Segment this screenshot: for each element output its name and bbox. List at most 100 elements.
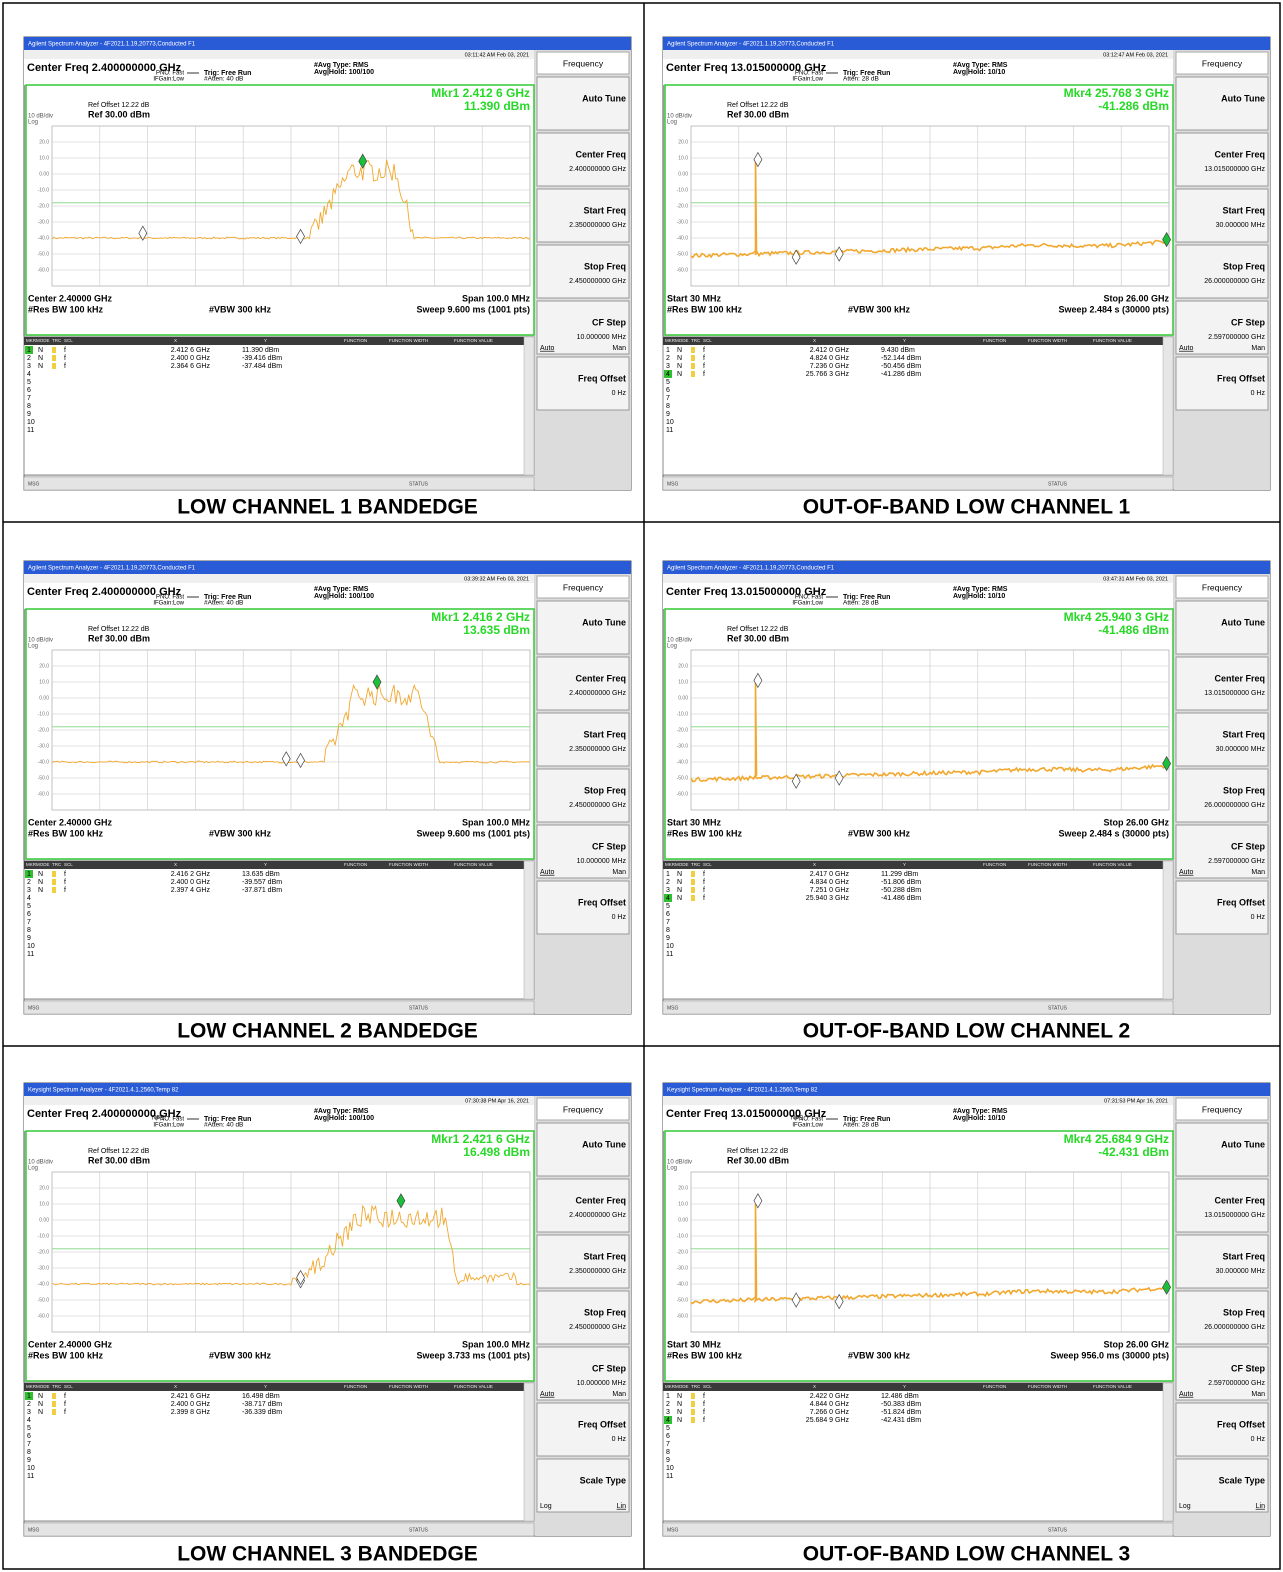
- softkey-value: 2.450000000 GHz: [569, 802, 626, 809]
- trace-indicator: [691, 871, 695, 877]
- row-number: 9: [666, 935, 670, 942]
- softkey: [536, 76, 630, 131]
- marker-diamond: [296, 752, 305, 769]
- menu-title: Frequency: [563, 582, 604, 592]
- softkey-label: Center Freq: [1214, 149, 1265, 159]
- scrollbar: [523, 1382, 535, 1522]
- analyzer-screen: Agilent Spectrum Analyzer - 4F2021.1.19,…: [662, 560, 1271, 1015]
- marker-x: 2.400 0 GHz: [171, 1401, 211, 1408]
- trig: Trig: Free Run: [204, 1116, 251, 1123]
- marker-table-header: [663, 1383, 1163, 1391]
- softkey-label: Center Freq: [1214, 673, 1265, 683]
- ref-level: Ref 30.00 dBm: [727, 109, 789, 119]
- softkey-value: 2.597000000 GHz: [1208, 858, 1265, 865]
- graticule-label: -40.0: [38, 759, 50, 765]
- softkey-option: Lin: [617, 1503, 626, 1510]
- ref-offset: Ref Offset 12.22 dB: [727, 626, 789, 633]
- marker-x: 2.399 8 GHz: [171, 1409, 211, 1416]
- row-number: 9: [666, 411, 670, 418]
- marker-x: 2.422 0 GHz: [810, 1393, 850, 1400]
- bottom-left: Start 30 MHz: [667, 293, 722, 303]
- header-area: [663, 1105, 1173, 1131]
- marker-level: -41.486 dBm: [1098, 623, 1169, 637]
- row-number: 11: [27, 427, 34, 434]
- log: Log: [28, 120, 38, 126]
- marker-diamond: [1162, 755, 1172, 772]
- softkey-option: Log: [1179, 1503, 1191, 1510]
- table-header-cell: FUNCTION VALUE: [1093, 862, 1132, 867]
- marker-freq: Mkr1 2.412 6 GHz: [431, 86, 530, 100]
- table-header-cell: SCL: [64, 1384, 73, 1389]
- table-header-cell: X: [813, 1384, 816, 1389]
- row-number: 7: [666, 395, 670, 402]
- table-header-cell: X: [813, 862, 816, 867]
- marker-x: 2.412 6 GHz: [171, 347, 211, 354]
- header-area: [663, 583, 1173, 609]
- softkey-label: Scale Type: [1219, 1475, 1265, 1485]
- atten: Atten: 28 dB: [843, 1122, 879, 1129]
- status-bar: [662, 1000, 1174, 1015]
- sweep: Sweep 956.0 ms (30000 pts): [1050, 1350, 1169, 1360]
- softkey: [1175, 824, 1269, 879]
- trace-indicator: [52, 1401, 56, 1407]
- softkey-value: 2.350000000 GHz: [569, 1268, 626, 1275]
- scale: 10 dB/div: [667, 1160, 692, 1166]
- softkey: [536, 300, 630, 355]
- analyzer-screen: Keysight Spectrum Analyzer - 4F2021.4.1.…: [23, 1082, 632, 1537]
- marker-x: 7.266 0 GHz: [810, 1409, 850, 1416]
- softkey-label: Center Freq: [575, 1195, 626, 1205]
- row-number: 4: [27, 371, 31, 378]
- softkey: [1175, 1458, 1269, 1513]
- msg: MSG: [667, 1527, 679, 1533]
- softkey-value: 2.597000000 GHz: [1208, 334, 1265, 341]
- ifgain: IFGain:Low: [153, 601, 184, 607]
- marker-number: 2: [27, 1401, 31, 1408]
- graticule-label: -50.0: [677, 775, 689, 781]
- graticule-label: 20.0: [39, 139, 49, 145]
- graticule-label: -20.0: [677, 727, 689, 733]
- table-header-cell: TRC: [691, 1384, 701, 1389]
- graticule-label: -20.0: [38, 203, 50, 209]
- status-bar: [662, 476, 1174, 491]
- status: STATUS: [409, 1005, 429, 1011]
- avg-type: #Avg Type: RMS: [314, 1108, 369, 1115]
- avg-type: #Avg Type: RMS: [953, 1108, 1008, 1115]
- softkey: [1175, 656, 1269, 711]
- status-bar: [23, 476, 535, 491]
- softkey-value: 2.400000000 GHz: [569, 1212, 626, 1219]
- avg-type: #Avg Type: RMS: [953, 62, 1008, 69]
- header-area: [663, 59, 1173, 85]
- marker-table-header: [24, 1383, 524, 1391]
- marker-mode: N: [677, 895, 682, 902]
- softkey: [1175, 1234, 1269, 1289]
- softkey-value: 13.015000000 GHz: [1204, 1212, 1265, 1219]
- caption: LOW CHANNEL 2 BANDEDGE: [177, 1020, 478, 1043]
- marker-scale: f: [64, 363, 66, 370]
- scale: 10 dB/div: [667, 638, 692, 644]
- graticule-label: -10.0: [677, 1233, 689, 1239]
- softkey-option: Man: [612, 869, 626, 876]
- row-number: 5: [666, 903, 670, 910]
- softkey-value: 10.000000 MHz: [577, 334, 627, 341]
- softkey: [536, 656, 630, 711]
- softkey-option: Auto: [540, 869, 555, 876]
- table-header-cell: MKR: [665, 862, 676, 867]
- table-header-cell: FUNCTION: [983, 862, 1006, 867]
- softkey: [536, 132, 630, 187]
- table-header-cell: MKR: [26, 338, 37, 343]
- status: STATUS: [409, 481, 429, 487]
- avg-hold: Avg|Hold: 10/10: [953, 1115, 1005, 1122]
- graticule-label: -50.0: [677, 251, 689, 257]
- marker-diamond: [753, 672, 763, 689]
- marker-y: -39.416 dBm: [242, 355, 282, 362]
- softkey-value: 10.000000 MHz: [577, 1380, 627, 1387]
- graticule-label: 10.0: [678, 679, 688, 685]
- timestamp: 07:30:38 PM Apr 16, 2021: [465, 1098, 529, 1104]
- trace-indicator: [52, 347, 56, 353]
- marker-number: 2: [666, 355, 670, 362]
- softkey-label: Auto Tune: [582, 1139, 626, 1149]
- trace-indicator: [691, 347, 695, 353]
- marker-scale: f: [703, 355, 705, 362]
- table-header-cell: TRC: [52, 1384, 62, 1389]
- menu-title: Frequency: [1202, 58, 1243, 68]
